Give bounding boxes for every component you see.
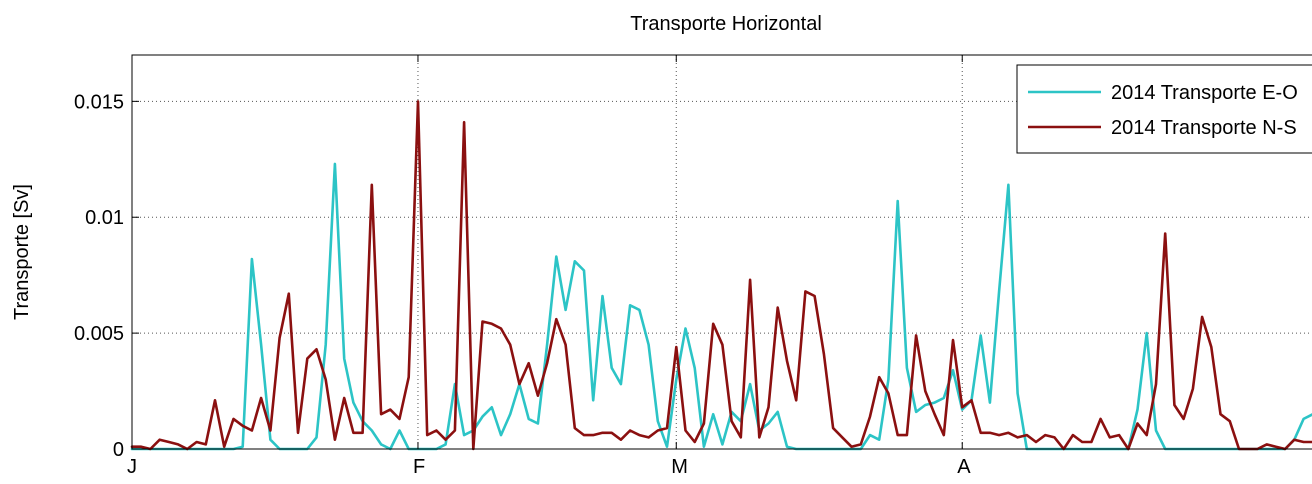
series-line-n-s xyxy=(130,100,1312,451)
axis-ticks: J F M A 0 0.005 0.01 0.015 xyxy=(74,55,971,478)
legend-label: 2014 Transporte N-S xyxy=(1111,117,1297,139)
x-tick-label: F xyxy=(413,456,425,478)
legend-box xyxy=(1016,64,1312,154)
y-tick-label: 0.01 xyxy=(85,207,124,229)
series-layer xyxy=(130,100,1312,451)
legend-label: 2014 Transporte E-O xyxy=(1111,82,1298,104)
legend: 2014 Transporte E-O 2014 Transporte N-S xyxy=(1016,64,1312,154)
series-line-e-o xyxy=(130,162,1312,451)
x-tick-label: J xyxy=(127,456,137,478)
x-tick-label: M xyxy=(671,456,688,478)
x-tick-label: A xyxy=(957,456,971,478)
y-axis-label: Transporte [Sv] xyxy=(11,184,33,320)
chart-title: Transporte Horizontal xyxy=(630,13,822,35)
y-tick-label: 0.015 xyxy=(74,91,124,113)
y-tick-label: 0 xyxy=(113,439,124,461)
plot-area-frame xyxy=(131,54,1312,450)
y-tick-label: 0.005 xyxy=(74,323,124,345)
